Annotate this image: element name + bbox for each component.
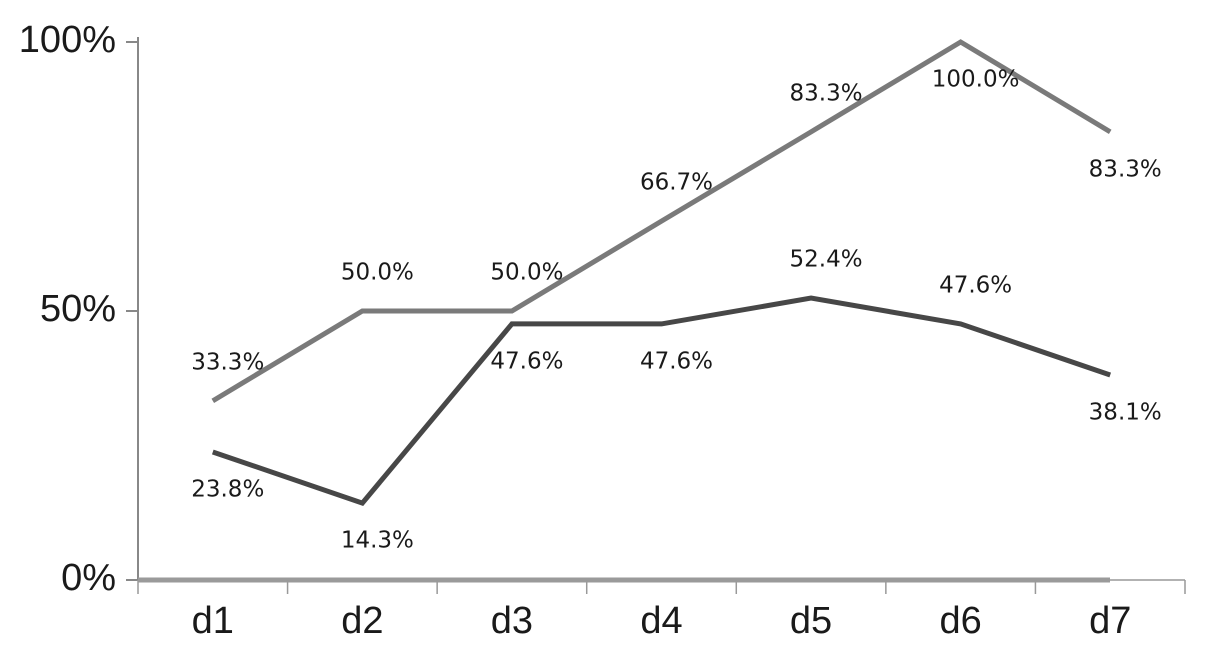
series-line (211, 295, 1112, 506)
y-tick-label: 100% (19, 19, 116, 61)
y-tick-label: 0% (61, 557, 116, 599)
data-label: 23.8% (191, 476, 264, 502)
x-tick-label: d1 (192, 600, 234, 642)
data-label: 14.3% (341, 528, 414, 554)
x-tick-label: d5 (790, 600, 832, 642)
data-label: 38.1% (1089, 400, 1162, 426)
data-label: 83.3% (1089, 156, 1162, 182)
series-line (211, 39, 1112, 403)
data-label: 66.7% (640, 170, 713, 196)
x-tick-label: d2 (341, 600, 383, 642)
data-label: 50.0% (490, 260, 563, 286)
data-label: 33.3% (191, 349, 264, 375)
data-label: 100.0% (932, 67, 1020, 93)
data-label: 47.6% (939, 272, 1012, 298)
data-label: 50.0% (341, 260, 414, 286)
x-tick-label: d4 (640, 600, 682, 642)
x-tick-label: d3 (491, 600, 533, 642)
x-tick-label: d6 (940, 600, 982, 642)
y-tick-label: 50% (40, 288, 116, 330)
data-label: 47.6% (490, 348, 563, 374)
x-tick-label: d7 (1089, 600, 1131, 642)
data-label: 47.6% (640, 348, 713, 374)
data-label: 52.4% (790, 247, 863, 273)
data-label: 83.3% (790, 80, 863, 106)
